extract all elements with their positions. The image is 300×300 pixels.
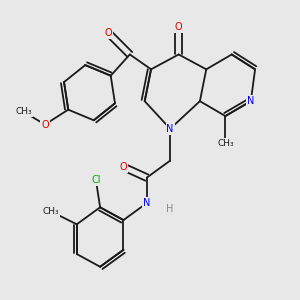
Text: N: N [247,96,254,106]
Text: CH₃: CH₃ [43,207,60,216]
Text: O: O [105,28,112,38]
Text: O: O [120,162,127,172]
Text: N: N [143,198,151,208]
Text: CH₃: CH₃ [15,107,32,116]
Text: H: H [167,204,174,214]
Text: Cl: Cl [91,175,101,185]
Text: CH₃: CH₃ [217,139,234,148]
Text: O: O [41,119,49,130]
Text: N: N [167,124,174,134]
Text: O: O [175,22,182,32]
